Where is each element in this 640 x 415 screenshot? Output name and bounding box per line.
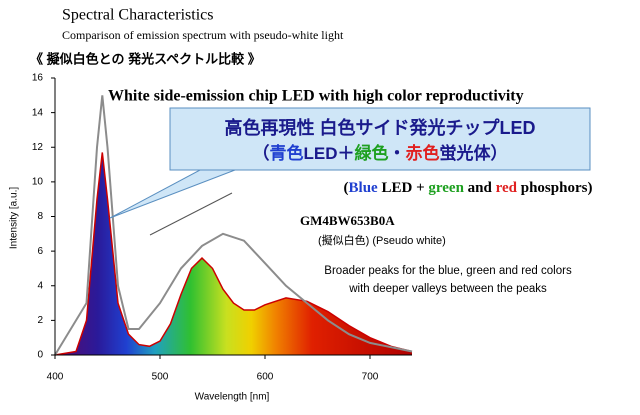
text-segment: LED +: [378, 180, 429, 196]
y-tick-label: 10: [32, 177, 44, 188]
note: with deeper valleys between the peaks: [348, 283, 547, 295]
text-segment: （: [253, 143, 270, 163]
text-segment: 青色: [270, 143, 304, 163]
callout-pointer: [109, 169, 236, 219]
x-tick-label: 400: [47, 372, 64, 383]
text-segment: (: [344, 180, 349, 196]
y-tick-label: 8: [37, 211, 43, 222]
y-tick-label: 6: [37, 246, 43, 257]
y-tick-label: 14: [32, 107, 44, 118]
series-label: GM4BW653B0A: [300, 213, 395, 228]
y-tick-label: 4: [37, 280, 43, 291]
text-segment: 赤色: [406, 143, 440, 163]
chart-title-ja: 《 擬似白色との 発光スペクトル比較 》: [30, 51, 261, 66]
x-tick-label: 700: [362, 372, 379, 383]
text-segment: red: [496, 180, 518, 196]
x-tick-label: 600: [257, 372, 274, 383]
text-segment: green: [428, 180, 464, 196]
note: Broader peaks for the blue, green and re…: [324, 265, 572, 277]
text-segment: 緑色: [355, 143, 389, 163]
series-line: [54, 95, 413, 356]
callout-line: 高色再現性 白色サイド発光チップLED: [225, 117, 536, 138]
chart-title: Spectral Characteristics: [62, 7, 214, 24]
x-tick-label: 500: [152, 372, 169, 383]
text-segment: Blue: [349, 180, 379, 196]
x-axis-label: Wavelength [nm]: [195, 392, 270, 403]
callout-box: [169, 107, 591, 171]
plot-area: 0 2 4 6 8 10 12 14 16 400 500 600 700: [32, 73, 413, 383]
annotations: White side-emission chip LED with high c…: [108, 88, 592, 295]
label-pointer: [149, 192, 233, 236]
text-segment: and: [464, 180, 496, 196]
series-line: [54, 152, 413, 356]
series-area: [55, 152, 412, 355]
y-tick-label: 0: [37, 350, 43, 361]
callout-line: （青色LED＋緑色・赤色蛍光体）: [253, 143, 508, 163]
text-segment: 蛍光体）: [440, 143, 508, 163]
text-segment: phosphors): [517, 180, 592, 196]
y-axis-label: Intensity [a.u.]: [9, 187, 20, 249]
callout-note: (Blue LED + green and red phosphors): [344, 180, 593, 196]
text-segment: LED＋: [304, 144, 355, 163]
series-label: White side-emission chip LED with high c…: [108, 88, 524, 105]
y-tick-label: 16: [32, 73, 44, 84]
chart-subtitle: Comparison of emission spectrum with pse…: [62, 28, 344, 42]
y-tick-label: 2: [37, 315, 43, 326]
text-segment: ・: [389, 144, 406, 163]
y-tick-label: 12: [32, 142, 44, 153]
series-sublabel: (擬似白色) (Pseudo white): [318, 233, 446, 247]
